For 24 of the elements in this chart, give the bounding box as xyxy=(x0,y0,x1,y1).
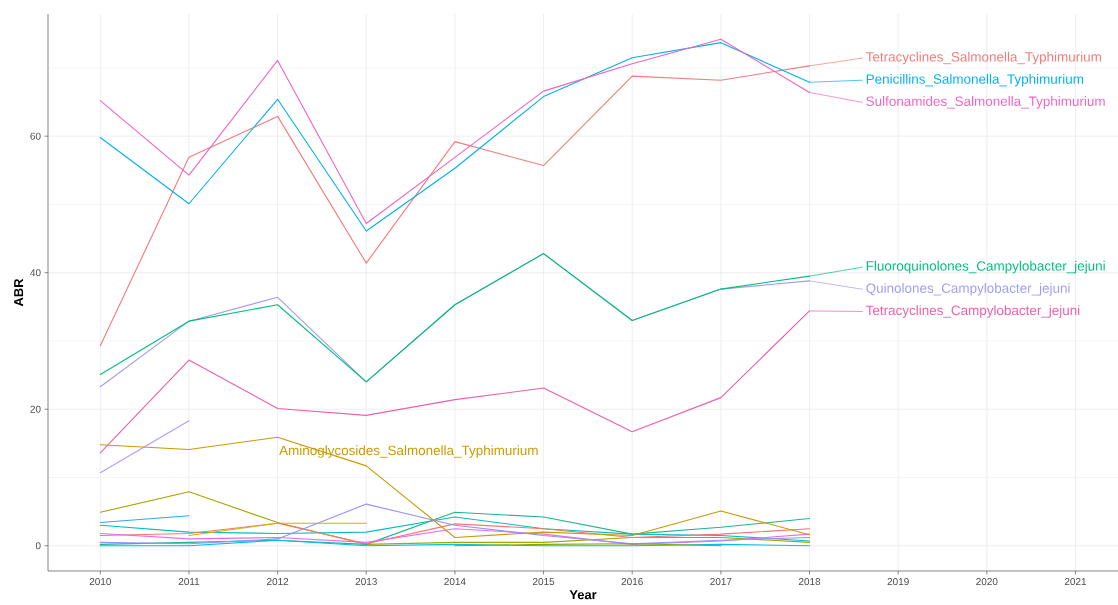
legend-label: Penicillins_Salmonella_Typhimurium xyxy=(866,73,1084,87)
legend-label: Fluoroquinolones_Campylobacter_jejuni xyxy=(866,260,1105,274)
y-tick-label: 0 xyxy=(35,542,41,550)
y-tick-label: 60 xyxy=(30,132,41,140)
x-tick-label: 2017 xyxy=(710,578,732,586)
x-tick-label: 2015 xyxy=(532,578,555,586)
legend-label: Tetracyclines_Campylobacter_jejuni xyxy=(865,305,1080,318)
legend-label: Sulfonamides_Salmonella_Typhimurium xyxy=(866,96,1105,109)
x-tick-label: 2021 xyxy=(1064,578,1087,586)
legend-label: Tetracyclines_Salmonella_Typhimurium xyxy=(865,51,1101,65)
x-axis-title: Year xyxy=(569,590,597,600)
x-tick-label: 2016 xyxy=(621,578,643,586)
legend-label: Quinolones_Campylobacter_jejuni xyxy=(866,283,1070,296)
x-tick-label: 2019 xyxy=(887,578,909,586)
y-tick-label: 40 xyxy=(30,269,41,277)
x-tick-label: 2011 xyxy=(178,578,200,586)
x-tick-label: 2010 xyxy=(89,578,111,586)
y-axis-title: ABR xyxy=(14,278,24,307)
x-tick-label: 2014 xyxy=(444,578,466,586)
x-tick-label: 2013 xyxy=(355,578,377,586)
x-tick-label: 2020 xyxy=(976,578,998,586)
y-tick-label: 20 xyxy=(30,405,41,413)
x-tick-label: 2012 xyxy=(267,578,289,586)
x-tick-label: 2018 xyxy=(798,578,821,586)
